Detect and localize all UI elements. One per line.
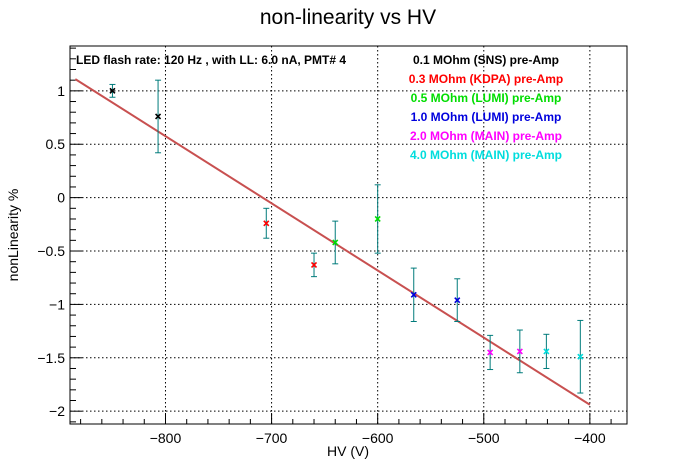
chart-annotation: LED flash rate: 120 Hz , with LL: 6.0 nA… (76, 53, 346, 67)
point-marker (332, 239, 339, 246)
y-tick-label: 0.5 (46, 136, 66, 152)
fit-line-segment (74, 78, 591, 406)
data-point (454, 278, 461, 322)
data-points (109, 79, 584, 394)
data-point (109, 83, 116, 98)
x-tick-label: −400 (574, 430, 606, 446)
data-point (487, 334, 494, 371)
data-point (310, 252, 318, 278)
y-tick-label: −1 (49, 296, 65, 312)
legend-entry: 4.0 MOhm (MAIN) pre-Amp (410, 148, 562, 162)
x-tick-label: −800 (150, 430, 182, 446)
data-point (332, 220, 339, 265)
y-tick-label: −2 (49, 403, 65, 419)
legend-entry: 0.5 MOhm (LUMI) pre-Amp (411, 91, 562, 105)
point-marker (543, 348, 550, 355)
y-tick-label: 0 (57, 190, 65, 206)
point-marker (374, 215, 381, 223)
data-point (374, 184, 381, 254)
data-point (516, 329, 523, 374)
y-axis-label: nonLinearity % (5, 189, 21, 282)
y-tick-label: −1.5 (37, 350, 65, 366)
data-point (410, 267, 417, 322)
y-tick-label: 1 (57, 83, 65, 99)
plot-frame (69, 45, 628, 425)
x-tick-label: −600 (362, 430, 394, 446)
legend: 0.1 MOhm (SNS) pre-Amp 0.3 MOhm (KDPA) pr… (409, 53, 563, 162)
legend-entry: 0.3 MOhm (KDPA) pre-Amp (409, 72, 563, 86)
legend-entry: 0.1 MOhm (SNS) pre-Amp (413, 53, 559, 67)
point-marker (310, 261, 318, 268)
legend-entry: 2.0 MOhm (MAIN) pre-Amp (410, 129, 562, 143)
x-tick-label: −500 (468, 430, 500, 446)
legend-entry: 1.0 MOhm (LUMI) pre-Amp (411, 110, 562, 124)
point-marker (487, 349, 494, 356)
point-marker (410, 291, 417, 298)
data-point (577, 319, 584, 394)
data-point (154, 79, 162, 154)
y-tick-label: −0.5 (37, 243, 65, 259)
point-marker (516, 348, 523, 355)
data-point (543, 333, 550, 369)
chart-title: non-linearity vs HV (260, 6, 436, 29)
fit-line (74, 78, 591, 406)
x-tick-label: −700 (256, 430, 288, 446)
point-marker (109, 87, 116, 94)
axis-ticks: −800 −700 −600 −500 −400 1 0.5 0 −0.5 −1 −1.5 −2 (37, 47, 612, 446)
data-point (263, 207, 270, 239)
x-axis-label: HV (V) (327, 443, 369, 459)
point-marker (577, 353, 584, 360)
point-marker (454, 297, 461, 304)
point-marker (263, 220, 270, 227)
point-marker (154, 113, 162, 120)
